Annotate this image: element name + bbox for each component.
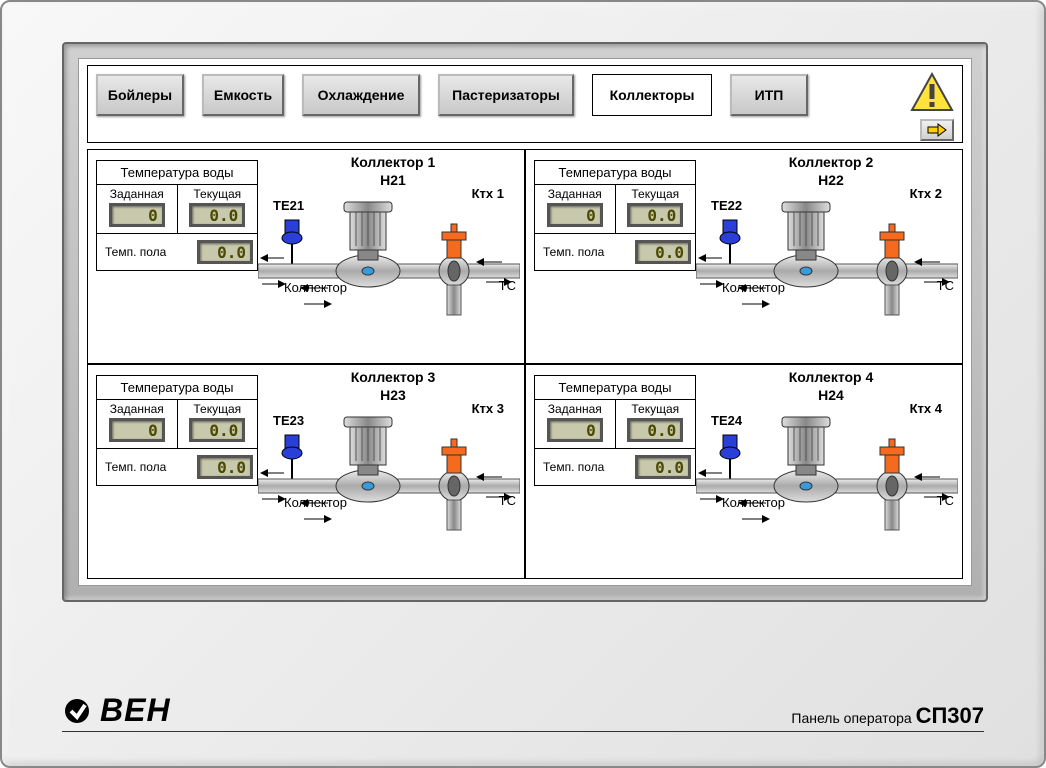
warning-icon[interactable] — [910, 72, 954, 117]
collector-title: Коллектор 2 — [756, 154, 906, 170]
nav-tab-1[interactable]: Емкость — [202, 74, 284, 116]
nav-tab-5[interactable]: ИТП — [730, 74, 808, 116]
nav-bar: Бойлеры Емкость Охлаждение Пастеризаторы Кол… — [87, 65, 963, 143]
model-label: Панель оператора СП307 — [791, 703, 984, 729]
screen-bezel: Бойлеры Емкость Охлаждение Пастеризаторы Кол… — [62, 42, 988, 602]
floor-label: Темп. пола — [539, 245, 635, 259]
setpoint-display[interactable]: 0 — [547, 418, 603, 442]
setpoint-display[interactable]: 0 — [109, 418, 165, 442]
collector-panel-1: Температура воды Заданная 0 Текущая 0.0 … — [87, 149, 525, 364]
screen: Бойлеры Емкость Охлаждение Пастеризаторы Кол… — [78, 58, 972, 586]
device-footer: ВЕН Панель оператора СП307 — [62, 692, 984, 732]
setpoint-display[interactable]: 0 — [547, 203, 603, 227]
floor-display: 0.0 — [197, 240, 253, 264]
collector-panel-2: Температура воды Заданная 0 Текущая 0.0 … — [525, 149, 963, 364]
collector-panel-4: Температура воды Заданная 0 Текущая 0.0 … — [525, 364, 963, 579]
floor-label: Темп. пола — [101, 245, 197, 259]
pump-label: Н24 — [756, 387, 906, 403]
current-display: 0.0 — [627, 203, 683, 227]
temp-box: Температура воды Заданная 0 Текущая 0.0 … — [534, 375, 696, 486]
pump-label: Н21 — [318, 172, 468, 188]
nav-tab-2[interactable]: Охлаждение — [302, 74, 420, 116]
floor-label: Темп. пола — [539, 460, 635, 474]
piping-diagram — [696, 405, 956, 565]
piping-diagram — [696, 190, 956, 350]
collector-title: Коллектор 4 — [756, 369, 906, 385]
temp-title: Температура воды — [97, 161, 257, 185]
set-label: Заданная — [535, 402, 615, 416]
cur-label: Текущая — [616, 187, 696, 201]
temp-title: Температура воды — [535, 376, 695, 400]
floor-display: 0.0 — [635, 240, 691, 264]
collector-panel-3: Температура воды Заданная 0 Текущая 0.0 … — [87, 364, 525, 579]
current-display: 0.0 — [189, 203, 245, 227]
setpoint-display[interactable]: 0 — [109, 203, 165, 227]
next-button[interactable] — [920, 119, 954, 141]
collector-title: Коллектор 3 — [318, 369, 468, 385]
temp-box: Температура воды Заданная 0 Текущая 0.0 … — [534, 160, 696, 271]
pump-label: Н22 — [756, 172, 906, 188]
nav-tab-0[interactable]: Бойлеры — [96, 74, 184, 116]
set-label: Заданная — [97, 187, 177, 201]
temp-title: Температура воды — [97, 376, 257, 400]
nav-tab-4[interactable]: Коллекторы — [592, 74, 712, 116]
floor-display: 0.0 — [635, 455, 691, 479]
collector-title: Коллектор 1 — [318, 154, 468, 170]
temp-box: Температура воды Заданная 0 Текущая 0.0 … — [96, 160, 258, 271]
temp-box: Температура воды Заданная 0 Текущая 0.0 … — [96, 375, 258, 486]
cur-label: Текущая — [178, 187, 258, 201]
current-display: 0.0 — [627, 418, 683, 442]
piping-diagram — [258, 405, 518, 565]
current-display: 0.0 — [189, 418, 245, 442]
floor-display: 0.0 — [197, 455, 253, 479]
cur-label: Текущая — [178, 402, 258, 416]
brand-text: ВЕН — [100, 692, 171, 729]
set-label: Заданная — [97, 402, 177, 416]
brand-logo: ВЕН — [62, 692, 171, 729]
temp-title: Температура воды — [535, 161, 695, 185]
nav-tab-3[interactable]: Пастеризаторы — [438, 74, 574, 116]
cur-label: Текущая — [616, 402, 696, 416]
piping-diagram — [258, 190, 518, 350]
set-label: Заданная — [535, 187, 615, 201]
floor-label: Темп. пола — [101, 460, 197, 474]
pump-label: Н23 — [318, 387, 468, 403]
device-frame: Бойлеры Емкость Охлаждение Пастеризаторы Кол… — [0, 0, 1046, 768]
